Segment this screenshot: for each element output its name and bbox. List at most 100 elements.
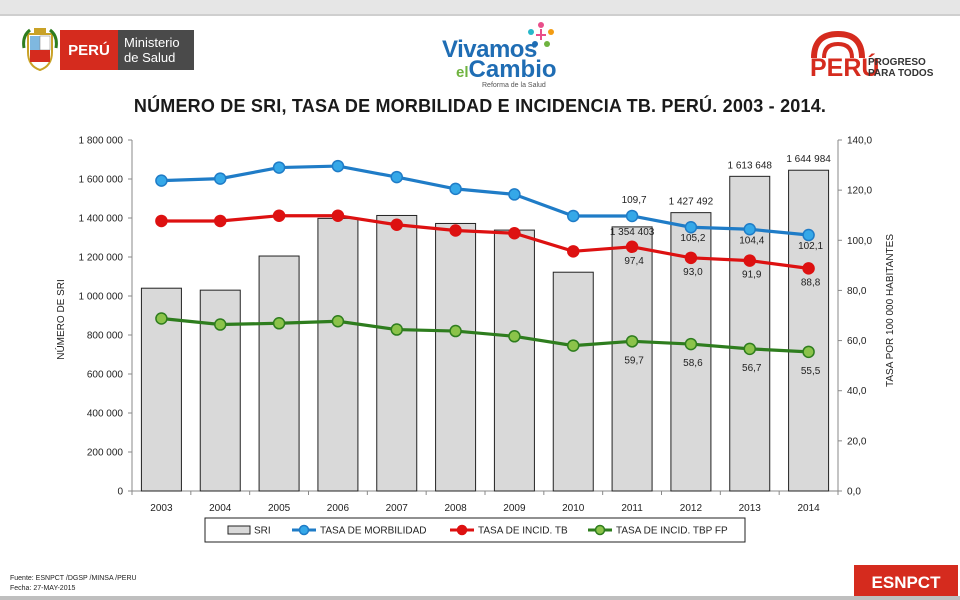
sri-data-label: 1 644 984 <box>786 154 831 165</box>
line-data-label: 97,4 <box>624 256 644 267</box>
incid-tb-point <box>625 240 639 254</box>
esnpct-badge: ESNPCT <box>854 565 958 600</box>
progreso-tagline: PROGRESO PARA TODOS <box>868 57 933 79</box>
sri-bar <box>788 169 830 492</box>
vivamos-text: Vivamos <box>442 36 537 63</box>
y-tick-label: 1 800 000 <box>79 136 124 147</box>
incid-tb-point <box>449 224 462 237</box>
y2-tick-label: 80,0 <box>847 286 867 297</box>
morbilidad-point <box>390 170 403 184</box>
incid-tbp-fp-line <box>161 316 809 354</box>
morbilidad-point <box>214 172 227 185</box>
x-tick-label: 2007 <box>386 503 409 514</box>
reforma-text: Reforma de la Salud <box>482 82 546 89</box>
y-tick-label: 1 600 000 <box>79 175 124 186</box>
incid-tb-point <box>214 214 227 228</box>
line-data-label: 91,9 <box>742 270 762 281</box>
x-tick-label: 2003 <box>150 503 173 514</box>
incid-tbp-fp-point <box>567 339 580 352</box>
minsa-logo: PERÚ Ministerio de Salud <box>22 28 197 74</box>
y-tick-label: 1 400 000 <box>79 214 124 225</box>
legend-marker <box>298 524 310 536</box>
top-banner-divider <box>0 14 960 16</box>
line-data-label: 55,5 <box>801 366 821 377</box>
incid-tbp-fp-point <box>625 335 639 348</box>
incid-tb-point <box>743 254 756 267</box>
morbilidad-point <box>567 209 580 223</box>
line-data-label: 56,7 <box>742 363 762 374</box>
sri-data-label: 1 354 403 <box>610 227 655 238</box>
progreso-line1: PROGRESO <box>868 57 926 68</box>
morbilidad-point <box>272 161 286 174</box>
legend-sri-swatch <box>227 525 251 535</box>
incid-tbp-fp-point <box>331 315 345 328</box>
line-data-label: 88,8 <box>801 277 821 288</box>
chart-title: NÚMERO DE SRI, TASA DE MORBILIDAD E INCI… <box>133 96 827 116</box>
y2-tick-label: 120,0 <box>847 186 872 197</box>
minsa-name: Ministerio de Salud <box>118 30 194 70</box>
footer-source: Fuente: ESNPCT /DGSP /MINSA /PERU <box>10 575 137 582</box>
line-data-label: 58,6 <box>683 358 703 369</box>
incid-tbp-fp-point <box>684 337 698 351</box>
arc-icon <box>811 30 865 58</box>
legend-label: TASA DE INCID. TBP FP <box>616 526 728 537</box>
y2-tick-label: 0,0 <box>847 487 861 498</box>
incid-tbp-fp-point <box>508 330 521 343</box>
incid-tbp-fp-point <box>802 345 815 359</box>
x-tick-label: 2011 <box>621 503 643 514</box>
footer-notes: Fuente: ESNPCT /DGSP /MINSA /PERU Fecha:… <box>10 574 137 594</box>
minsa-name-line1: Ministerio <box>124 35 180 50</box>
sri-bar <box>611 226 653 492</box>
x-tick-label: 2010 <box>562 503 585 514</box>
minsa-peru-label: PERÚ <box>60 30 118 70</box>
sri-data-label: 1 427 492 <box>669 197 714 208</box>
sri-bar <box>317 217 359 492</box>
incid-tbp-fp-point <box>155 312 168 325</box>
x-tick-label: 2006 <box>327 503 350 514</box>
incid-tb-point <box>390 218 403 231</box>
legend-label: TASA DE MORBILIDAD <box>320 526 427 537</box>
incid-tbp-fp-point <box>214 318 227 331</box>
line-data-label: 109,7 <box>622 195 647 206</box>
y-tick-label: 200 000 <box>87 448 124 459</box>
incid-tb-point <box>684 251 698 265</box>
line-data-label: 102,1 <box>798 241 823 252</box>
morbilidad-point <box>155 174 168 187</box>
legend-label: TASA DE INCID. TB <box>478 526 568 537</box>
legend-label: SRI <box>254 526 271 537</box>
morbilidad-point <box>684 220 698 234</box>
x-tick-label: 2009 <box>503 503 526 514</box>
morbilidad-point <box>802 228 815 242</box>
y2-tick-label: 100,0 <box>847 236 872 247</box>
y-axis-label: NÚMERO DE SRI <box>54 279 67 360</box>
incid-tb-point <box>802 262 815 275</box>
y-tick-label: 1 000 000 <box>79 292 124 303</box>
incid-tbp-fp-point <box>449 324 462 338</box>
x-tick-label: 2008 <box>444 503 467 514</box>
incid-tb-point <box>567 245 580 258</box>
y2-tick-label: 40,0 <box>847 386 867 397</box>
x-tick-label: 2012 <box>680 503 703 514</box>
morbilidad-point <box>508 188 521 201</box>
sri-bar <box>258 255 300 492</box>
progreso-peru-label: PERÚ <box>810 54 880 82</box>
morbilidad-point <box>625 209 639 223</box>
x-tick-label: 2014 <box>797 503 820 514</box>
incid-tb-point <box>508 227 521 240</box>
sri-bar <box>552 271 594 492</box>
line-data-label: 59,7 <box>624 355 644 366</box>
peru-progreso-logo: PERÚ PROGRESO PARA TODOS <box>806 30 936 82</box>
y-tick-label: 1 200 000 <box>79 253 124 264</box>
x-tick-label: 2005 <box>268 503 291 514</box>
morbilidad-point <box>449 182 462 196</box>
line-data-label: 105,2 <box>680 233 705 244</box>
people-circle-icon <box>528 22 554 47</box>
y2-tick-label: 140,0 <box>847 136 872 147</box>
cambio-text: elCambio <box>456 56 557 84</box>
x-tick-label: 2004 <box>209 503 232 514</box>
minsa-name-line2: de Salud <box>124 50 176 65</box>
sri-bar <box>435 222 477 492</box>
morbilidad-point <box>331 159 345 173</box>
incid-tbp-fp-point <box>390 323 403 336</box>
